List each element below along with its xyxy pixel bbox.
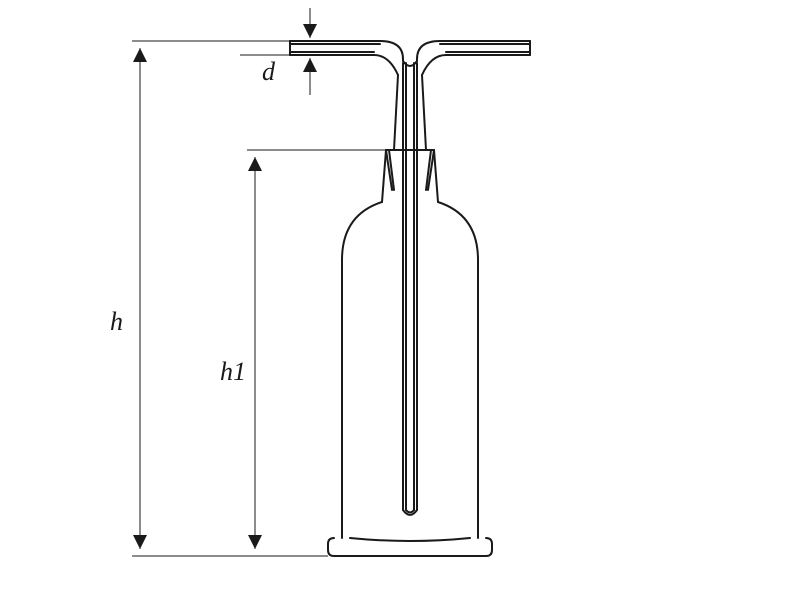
joint-outer-r [434,150,438,202]
dip-tube-tip-i [406,510,414,512]
bottle-body-left [342,202,382,538]
arm-left-elbow-b [374,55,398,75]
bottle-body-right [438,202,478,538]
label-h1: h1 [220,357,246,386]
joint-taper-r [426,150,434,190]
gas-washing-bottle-figure: h h1 d [0,0,800,600]
joint-outer-l [382,150,386,202]
label-d: d [262,57,276,86]
stopper-neck-l [394,75,398,150]
bottle-floor [350,538,470,541]
arm-right-elbow-b [422,55,446,75]
joint-taper-l [386,150,394,190]
stopper-neck-r [422,75,426,150]
label-h: h [110,307,123,336]
